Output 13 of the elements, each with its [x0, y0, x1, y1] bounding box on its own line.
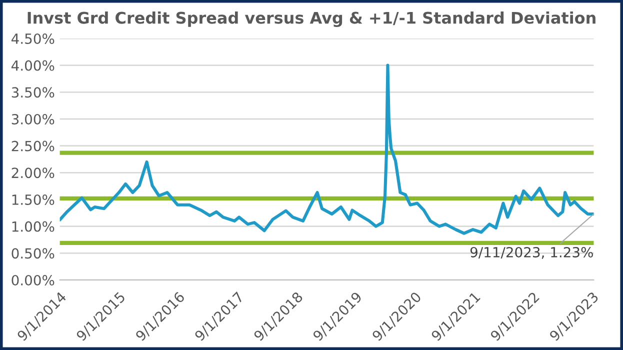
y-tick-label: 2.00% [12, 168, 54, 178]
y-tick-label: 1.50% [12, 194, 54, 205]
chart-title: Invst Grd Credit Spread versus Avg & +1/-1 Standard Deviation [28, 11, 596, 28]
y-tick-label: 4.50% [12, 33, 54, 44]
y-tick-label: 3.50% [12, 87, 54, 98]
annotation: 9/11/2023, 1.23% [470, 246, 593, 259]
y-tick-label: 1.00% [12, 221, 54, 232]
y-tick-label: 0.50% [12, 248, 54, 259]
y-tick-label: 4.00% [12, 60, 54, 71]
line-series [60, 64, 594, 235]
y-tick-label: 2.50% [12, 140, 54, 152]
y-tick-label: 0.00% [12, 274, 54, 286]
y-tick-label: 3.00% [12, 114, 54, 124]
